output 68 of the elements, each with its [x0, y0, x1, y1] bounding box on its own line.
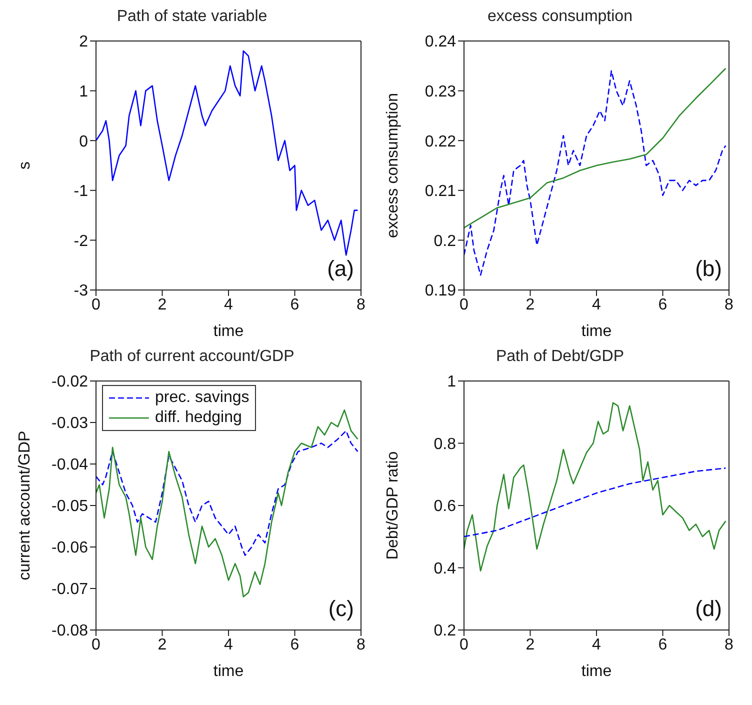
x-tick-label: 6 [290, 636, 300, 654]
x-tick-label: 2 [158, 636, 167, 654]
line-series [96, 430, 358, 556]
y-tick-label: -3 [74, 282, 88, 300]
annotation: (c) [328, 596, 354, 622]
x-tick-label: 6 [290, 296, 300, 314]
x-axis-title: time [213, 323, 244, 340]
y-tick-label: 0.23 [424, 83, 456, 100]
x-tick-label: 2 [526, 296, 535, 314]
legend-label: diff. hedging [155, 408, 242, 428]
chart-title: excess consumption [486, 8, 634, 27]
y-axis-title: current account/GDP [16, 430, 34, 580]
y-tick-label: 0 [79, 133, 88, 150]
x-tick-label: 4 [592, 296, 602, 314]
y-tick-label: 0.24 [424, 34, 456, 51]
y-axis-title: s [16, 162, 34, 170]
chart-title: Path of current account/GDP [88, 348, 296, 367]
y-tick-label: 0.4 [434, 560, 456, 578]
line-series [464, 402, 726, 572]
line-series [464, 468, 726, 538]
x-tick-label: 6 [658, 636, 668, 654]
chart-title: Path of Debt/GDP [494, 348, 626, 367]
x-tick-label: 0 [92, 636, 101, 654]
y-tick-label: -0.03 [52, 415, 88, 432]
y-tick-label: -2 [74, 232, 88, 250]
x-tick-label: 4 [592, 636, 602, 654]
y-tick-label: 0.2 [434, 622, 456, 640]
chart-title: Path of state variable [116, 8, 268, 27]
x-tick-label: 8 [356, 296, 366, 314]
y-tick-label: 0.6 [434, 498, 456, 516]
annotation: (b) [695, 256, 722, 282]
x-tick-label: 8 [724, 296, 734, 314]
y-tick-label: -0.04 [52, 456, 88, 474]
y-tick-label: -0.07 [52, 581, 88, 598]
x-tick-label: 4 [224, 636, 234, 654]
x-tick-label: 2 [158, 296, 167, 314]
y-tick-label: 2 [79, 34, 88, 51]
y-tick-label: -1 [74, 183, 88, 200]
y-axis-title: excess consumption [384, 93, 402, 238]
y-tick-label: 0.2 [434, 232, 456, 250]
x-tick-label: 6 [658, 296, 668, 314]
x-tick-label: 8 [724, 636, 734, 654]
y-tick-label: -0.02 [52, 374, 88, 391]
x-tick-label: 0 [460, 296, 469, 314]
x-tick-label: 8 [356, 636, 366, 654]
y-tick-label: -0.08 [52, 622, 88, 640]
annotation: (d) [695, 596, 722, 622]
y-tick-label: 0.8 [434, 436, 456, 453]
y-tick-label: 1 [79, 83, 88, 100]
x-axis-title: time [581, 323, 612, 340]
annotation: (a) [327, 256, 354, 282]
x-tick-label: 2 [526, 636, 535, 654]
y-tick-label: 0.21 [424, 183, 456, 200]
y-tick-label: -0.05 [52, 498, 88, 516]
line-series [96, 50, 358, 256]
line-series [96, 409, 358, 598]
legend-label: prec. savings [155, 388, 250, 408]
x-axis-title: time [213, 663, 244, 680]
x-tick-label: 0 [460, 636, 469, 654]
x-tick-label: 0 [92, 296, 101, 314]
y-tick-label: 1 [447, 374, 456, 391]
y-tick-label: 0.22 [424, 133, 456, 150]
y-tick-label: -0.06 [52, 540, 88, 557]
x-axis-title: time [581, 663, 612, 680]
line-series [464, 68, 726, 228]
x-tick-label: 4 [224, 296, 234, 314]
y-axis-title: Debt/GDP ratio [384, 451, 402, 560]
y-tick-label: 0.19 [424, 282, 456, 300]
